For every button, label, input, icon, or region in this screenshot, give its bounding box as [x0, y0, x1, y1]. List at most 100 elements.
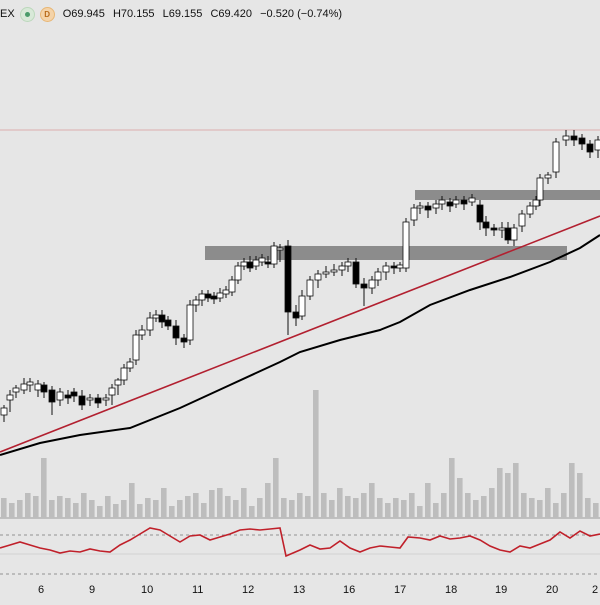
volume-bar	[265, 483, 271, 518]
candle-up	[536, 177, 544, 201]
volume-bar	[33, 496, 39, 518]
candle-up	[552, 141, 560, 173]
candle-down	[424, 205, 432, 211]
volume-bar	[393, 498, 399, 518]
volume-bar	[289, 500, 295, 518]
delayed-data-badge[interactable]: D	[39, 6, 55, 22]
candle-down	[94, 397, 102, 404]
candle-up	[298, 295, 306, 317]
candle-up	[228, 279, 236, 293]
candle-up	[382, 265, 390, 273]
rsi-line	[0, 527, 600, 558]
volume-bar	[185, 496, 191, 518]
candle-up	[20, 383, 28, 391]
volume-bar	[329, 500, 335, 518]
volume-bar	[593, 503, 599, 518]
candle-down	[570, 135, 578, 141]
candle-down	[482, 221, 490, 229]
volume-bar	[409, 493, 415, 518]
high-value: H70.155	[112, 8, 155, 20]
support-zone-upper	[415, 190, 600, 200]
candle-up	[322, 271, 330, 275]
candle-down	[460, 199, 468, 205]
volume-bar	[97, 506, 103, 518]
volume-bar	[249, 506, 255, 518]
open-value: O69.945	[62, 8, 105, 20]
candle-up	[152, 314, 160, 319]
candle-up	[146, 317, 154, 331]
volume-bar	[73, 503, 79, 518]
volume-bar	[193, 493, 199, 518]
candle-up	[132, 334, 140, 361]
candle-up	[240, 261, 248, 267]
candle-up	[368, 279, 376, 289]
volume-bar	[529, 498, 535, 518]
volume-bar	[369, 483, 375, 518]
volume-bar	[153, 500, 159, 518]
candle-up	[192, 299, 200, 306]
symbol-header: EX D O69.945 H70.155 L69.155 C69.420 −0.…	[0, 0, 347, 28]
candle-up	[344, 261, 352, 267]
volume-bar	[481, 496, 487, 518]
time-axis-label: 13	[293, 584, 306, 596]
candle-down	[446, 201, 454, 207]
candle-up	[314, 273, 322, 281]
candle-down	[172, 325, 180, 339]
candle-down	[284, 245, 292, 313]
low-value: L69.155	[162, 8, 203, 20]
candle-down	[292, 311, 300, 319]
volume-bar	[225, 496, 231, 518]
volume-bar	[569, 463, 575, 518]
candle-up	[0, 407, 8, 416]
candle-down	[70, 391, 78, 397]
candle-up	[510, 227, 518, 241]
candle-up	[532, 199, 540, 207]
candle-up	[34, 383, 42, 391]
candle-down	[78, 395, 86, 406]
candle-up	[452, 199, 460, 205]
volume-bar	[273, 458, 279, 518]
volume-bar	[161, 488, 167, 518]
volume-bar	[577, 473, 583, 518]
volume-bar	[401, 500, 407, 518]
candle-up	[594, 139, 600, 151]
volume-bar	[585, 498, 591, 518]
symbol-label[interactable]: EX	[0, 8, 15, 20]
candle-up	[562, 135, 570, 141]
time-axis-label: 10	[141, 584, 154, 596]
candle-up	[120, 367, 128, 381]
volume-bar	[233, 500, 239, 518]
volume-bar	[425, 483, 431, 518]
candle-down	[246, 261, 254, 269]
volume-bar	[169, 506, 175, 518]
volume-bar	[113, 504, 119, 518]
volume-bar	[561, 493, 567, 518]
close-value: C69.420	[210, 8, 253, 20]
candle-up	[498, 227, 506, 231]
change-value: −0.520 (−0.74%)	[260, 8, 343, 20]
candle-up	[6, 394, 14, 401]
support-zone-lower	[205, 246, 567, 260]
candle-up	[270, 245, 278, 265]
candle-down	[586, 143, 594, 153]
candle-down	[504, 227, 512, 241]
candle-down	[204, 293, 212, 299]
candle-up	[432, 203, 440, 209]
volume-bar	[473, 500, 479, 518]
candle-down	[180, 337, 188, 343]
volume-bar	[25, 493, 31, 518]
candle-up	[186, 304, 194, 341]
candle-up	[216, 292, 224, 299]
time-axis-label: 12	[242, 584, 255, 596]
volume-bar	[297, 493, 303, 518]
candle-up	[86, 397, 94, 401]
volume-bar	[433, 503, 439, 518]
candle-down	[490, 227, 498, 231]
moving-average-line	[0, 234, 600, 456]
candle-up	[468, 197, 476, 203]
volume-bar	[513, 463, 519, 518]
candle-up	[12, 387, 20, 393]
volume-bar	[1, 498, 7, 518]
